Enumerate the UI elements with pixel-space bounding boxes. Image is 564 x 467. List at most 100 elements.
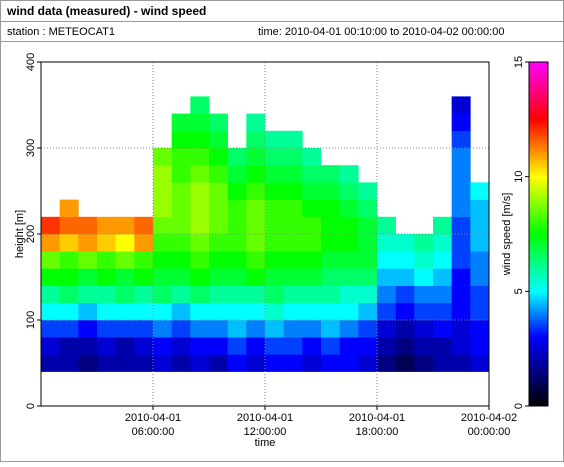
cell — [227, 234, 247, 252]
cell — [433, 320, 452, 338]
cell — [209, 182, 228, 200]
cell — [171, 302, 191, 321]
cell — [134, 285, 154, 304]
cell — [433, 251, 452, 269]
cell — [414, 268, 434, 286]
cell — [78, 251, 98, 269]
cell — [227, 285, 247, 304]
cell — [227, 268, 247, 286]
cell — [321, 354, 340, 372]
cell — [358, 320, 378, 338]
cell — [246, 234, 266, 252]
cell — [358, 251, 378, 269]
cell — [302, 199, 322, 218]
cell — [227, 320, 247, 338]
cell — [153, 337, 172, 355]
cell — [59, 320, 79, 338]
y-tick-label: 400 — [25, 53, 37, 71]
cell — [451, 96, 471, 114]
cell — [377, 354, 396, 372]
cell — [358, 285, 378, 304]
cell — [171, 199, 191, 218]
colorbar-label: wind speed [m/s] — [501, 193, 513, 277]
cell — [302, 285, 322, 304]
cell — [153, 148, 172, 166]
cell — [283, 268, 303, 286]
cell — [377, 268, 396, 286]
cell — [59, 216, 79, 235]
cell — [190, 148, 210, 166]
cell — [470, 251, 490, 269]
cell — [153, 285, 172, 304]
cell — [377, 234, 396, 252]
cell — [302, 337, 322, 355]
x-tick-label: 2010-04-01 18:00:00 — [349, 412, 405, 438]
cell — [153, 354, 172, 372]
cell — [171, 182, 191, 200]
cell — [265, 354, 284, 372]
cell — [339, 182, 359, 200]
cell — [209, 285, 228, 304]
cell — [246, 199, 266, 218]
cell — [59, 285, 79, 304]
cell — [227, 182, 247, 200]
cell — [433, 302, 452, 321]
x-tick-label: 2010-04-01 12:00:00 — [237, 412, 293, 438]
cell — [209, 251, 228, 269]
cell — [451, 337, 471, 355]
cell — [246, 251, 266, 269]
cell — [115, 234, 135, 252]
cell — [153, 251, 172, 269]
cell — [358, 182, 378, 200]
cell — [470, 216, 490, 235]
y-tick-label: 200 — [25, 225, 37, 243]
cell — [209, 130, 228, 149]
cell — [395, 234, 415, 252]
cell — [171, 320, 191, 338]
cell — [339, 354, 359, 372]
cell — [470, 234, 490, 252]
x-tick-label: 2010-04-01 06:00:00 — [125, 412, 181, 438]
cell — [227, 165, 247, 183]
cell — [339, 251, 359, 269]
cell — [302, 320, 322, 338]
cell — [265, 320, 284, 338]
cell — [265, 234, 284, 252]
cell — [395, 320, 415, 338]
cell — [302, 302, 322, 321]
cell — [190, 96, 210, 114]
x-axis-label: time — [255, 437, 276, 449]
title: wind data (measured) - wind speed — [6, 4, 206, 18]
cell — [321, 251, 340, 269]
cell — [171, 337, 191, 355]
cell — [134, 216, 154, 235]
cell — [265, 182, 284, 200]
cell — [265, 165, 284, 183]
cell — [265, 268, 284, 286]
cell — [265, 251, 284, 269]
x-tick-label: 2010-04-02 00:00:00 — [461, 412, 517, 438]
cell — [283, 302, 303, 321]
cell — [41, 251, 60, 269]
cell — [451, 113, 471, 132]
cell — [78, 216, 98, 235]
cell — [377, 216, 396, 235]
cell — [283, 337, 303, 355]
cell — [78, 234, 98, 252]
cell — [115, 337, 135, 355]
cell — [41, 302, 60, 321]
cell — [265, 216, 284, 235]
cell — [227, 216, 247, 235]
cell — [283, 130, 303, 149]
cell — [339, 268, 359, 286]
cell — [433, 337, 452, 355]
cell — [302, 182, 322, 200]
cell — [190, 216, 210, 235]
colorbar-tick-label: 0 — [513, 403, 525, 409]
cell — [97, 337, 116, 355]
cell — [59, 251, 79, 269]
cell — [470, 199, 490, 218]
cell — [153, 234, 172, 252]
cell — [321, 199, 340, 218]
cell — [470, 302, 490, 321]
